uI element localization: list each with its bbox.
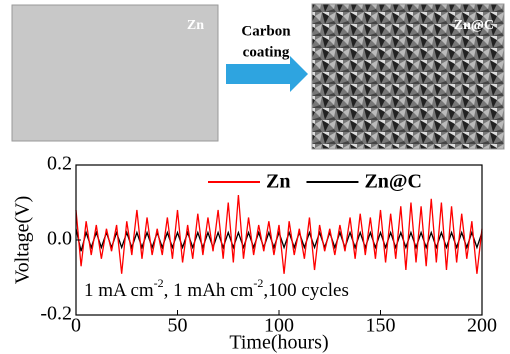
annotation-part: -2 — [253, 276, 263, 290]
zn-plate — [11, 4, 219, 142]
zn-c-plate — [311, 3, 505, 150]
arrow-label: coating — [243, 44, 290, 60]
legend-label: Zn — [266, 171, 290, 193]
annotation-part: 1 mA cm — [84, 280, 154, 301]
y-tick-label: -0.2 — [40, 303, 72, 325]
x-tick-label: 150 — [366, 315, 396, 337]
zn-c-label: Zn@C — [454, 18, 494, 33]
data-line — [75, 228, 483, 252]
y-axis-label: Voltage(V) — [12, 196, 34, 285]
x-tick-label: 100 — [264, 315, 294, 337]
arrow — [226, 56, 308, 92]
annotation-part: -2 — [154, 276, 164, 290]
y-tick-label: 0.2 — [47, 153, 72, 175]
annotation: 1 mA cm-2, 1 mAh cm-2,100 cycles — [84, 276, 349, 302]
zn-label: Zn — [187, 18, 204, 33]
legend-label: Zn@C — [364, 171, 422, 193]
data-line — [75, 194, 483, 274]
y-tick-label: 0.0 — [47, 228, 72, 250]
x-tick-label: 50 — [168, 315, 188, 337]
annotation-part: ,100 cycles — [263, 280, 348, 301]
annotation-part: , 1 mAh cm — [164, 280, 254, 301]
x-tick-label: 0 — [71, 315, 81, 337]
x-tick-label: 200 — [467, 315, 497, 337]
x-axis-label: Time(hours) — [229, 332, 328, 354]
arrow-label: Carbon — [241, 23, 291, 39]
